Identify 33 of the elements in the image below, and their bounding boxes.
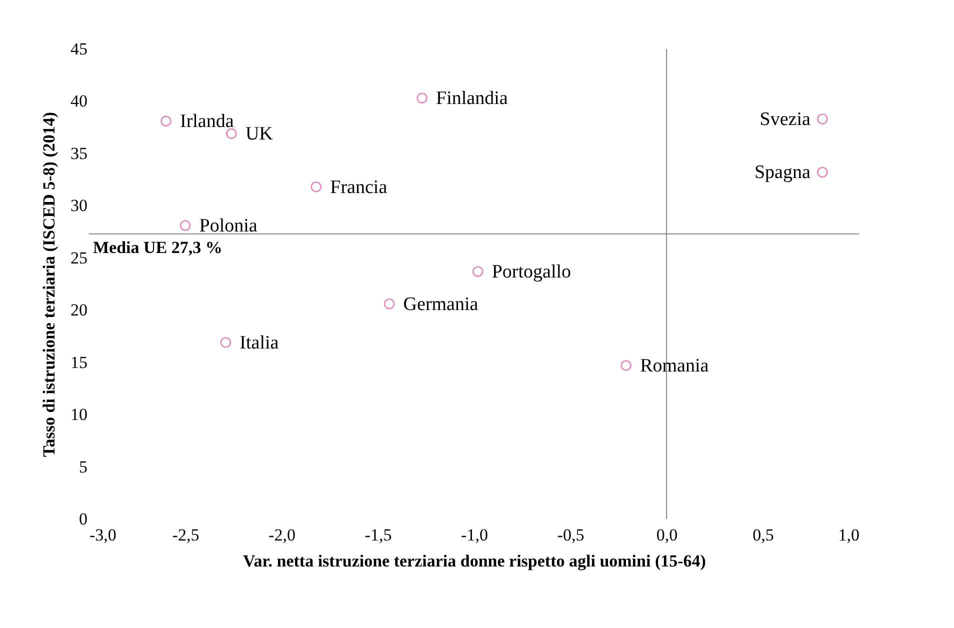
annotation: Svezia [760, 108, 811, 130]
x-tick-label: -0,5 [557, 526, 584, 544]
annotation: Germania [403, 294, 479, 315]
annotation: Francia [330, 176, 388, 198]
x-tick-label: -1,0 [461, 526, 488, 544]
annotation: Finlandia [436, 88, 508, 110]
x-tick-label: -3,0 [90, 526, 116, 544]
annotation: Italia [240, 332, 280, 354]
y-tick-label: 45 [70, 40, 88, 58]
x-axis-title: Var. netta istruzione terziaria donne rispetto agli uomini (15-64) [243, 552, 706, 570]
y-tick-label: 40 [70, 92, 88, 111]
y-tick-label: 0 [79, 510, 88, 528]
ref-line-label: Media UE 27,3 % [93, 238, 222, 257]
x-tick-label: 1,0 [838, 526, 860, 544]
y-tick-label: 10 [70, 405, 88, 424]
x-tick-label: -2,5 [172, 526, 200, 544]
y-tick-label: 35 [70, 144, 88, 163]
annotation: Irlanda [180, 111, 234, 132]
x-tick-label: -1,5 [364, 526, 392, 544]
x-tick-label: -2,0 [268, 526, 296, 544]
y-tick-label: 20 [70, 300, 88, 320]
annotation: Spagna [754, 162, 811, 184]
x-tick-label: 0,0 [656, 526, 678, 544]
annotation: Romania [640, 355, 710, 376]
annotation: Polonia [199, 216, 258, 237]
y-tick-label: 30 [70, 196, 88, 216]
x-tick-label: 0,5 [752, 526, 774, 544]
y-tick-label: 25 [70, 248, 88, 268]
y-tick-label: 5 [79, 457, 88, 476]
annotation: UK [245, 124, 274, 145]
y-tick-label: 15 [70, 352, 88, 372]
y-axis-title: Tasso di istruzione terziaria (ISCED 5-8) (2014) [40, 112, 58, 458]
annotation: Portogallo [492, 261, 572, 282]
